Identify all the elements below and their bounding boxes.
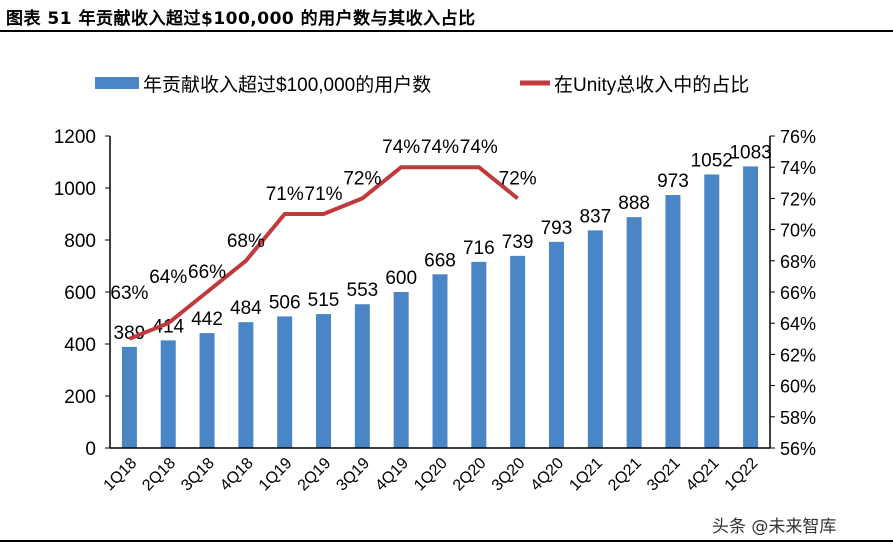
bar xyxy=(354,304,370,448)
y-left-tick-label: 0 xyxy=(85,439,96,460)
x-tick-label: 3Q21 xyxy=(644,455,684,495)
y-right-tick-label: 76% xyxy=(780,127,816,147)
bar-label: 414 xyxy=(152,316,184,337)
line-label: 71% xyxy=(305,184,343,205)
x-tick-label: 1Q22 xyxy=(722,455,762,495)
bar xyxy=(316,314,332,448)
line-label: 74% xyxy=(460,137,498,158)
y-right-tick-label: 68% xyxy=(780,252,816,272)
bar xyxy=(160,340,176,448)
x-tick-label: 3Q20 xyxy=(489,455,529,495)
x-tick-label: 4Q19 xyxy=(372,455,412,495)
y-left-tick-label: 400 xyxy=(64,335,96,356)
bar-label: 1052 xyxy=(691,150,733,171)
x-tick-label: 4Q20 xyxy=(528,455,568,495)
bar-label: 442 xyxy=(191,309,223,330)
bottom-divider xyxy=(0,540,893,542)
bar-label: 515 xyxy=(308,290,340,311)
bar-label: 668 xyxy=(424,250,456,271)
bar xyxy=(277,316,293,448)
y-right-tick-label: 56% xyxy=(780,439,816,459)
y-right-tick-label: 58% xyxy=(780,408,816,428)
x-tick-label: 2Q18 xyxy=(139,455,179,495)
bar-label: 888 xyxy=(618,193,650,214)
line-label: 64% xyxy=(149,267,187,288)
bar xyxy=(510,255,526,448)
bar-label: 600 xyxy=(385,268,417,289)
line-label: 71% xyxy=(266,184,304,205)
bar xyxy=(587,230,603,448)
bar-label: 973 xyxy=(657,171,689,192)
legend-label-bar: 年贡献收入超过$100,000的用户数 xyxy=(143,74,431,96)
y-left-tick-label: 1000 xyxy=(54,179,96,200)
figure-title: 图表 51 年贡献收入超过$100,000 的用户数与其收入占比 xyxy=(6,9,476,29)
legend-label-line: 在Unity总收入中的占比 xyxy=(554,74,749,96)
y-left-tick-label: 1200 xyxy=(54,127,96,148)
x-tick-label: 1Q18 xyxy=(101,455,141,495)
bar xyxy=(238,322,254,448)
bar-label: 793 xyxy=(541,218,573,239)
bar-label: 506 xyxy=(269,292,301,313)
bar-label: 389 xyxy=(114,323,146,344)
bar xyxy=(199,333,215,448)
x-tick-label: 4Q18 xyxy=(217,455,257,495)
line-label: 72% xyxy=(499,168,537,189)
bar-label: 716 xyxy=(463,238,495,259)
x-tick-label: 2Q19 xyxy=(295,455,335,495)
line-label: 66% xyxy=(188,262,226,283)
bar xyxy=(704,174,720,449)
x-tick-label: 3Q19 xyxy=(333,455,373,495)
x-tick-label: 3Q18 xyxy=(178,455,218,495)
watermark: 头条 @未来智库 xyxy=(712,517,837,537)
x-tick-label: 2Q20 xyxy=(450,455,490,495)
legend-swatch-bar xyxy=(95,77,139,89)
x-tick-label: 1Q21 xyxy=(566,455,606,495)
bar-label: 837 xyxy=(579,206,611,227)
bar xyxy=(548,241,564,448)
bar-label: 1083 xyxy=(729,142,771,163)
line-label: 63% xyxy=(110,283,148,304)
y-right-tick-label: 64% xyxy=(780,314,816,334)
line-label: 68% xyxy=(227,231,265,252)
title-divider xyxy=(0,30,893,32)
bar xyxy=(743,166,759,449)
x-tick-label: 1Q19 xyxy=(256,455,296,495)
line-label: 72% xyxy=(343,168,381,189)
y-right-tick-label: 62% xyxy=(780,345,816,365)
y-right-tick-label: 60% xyxy=(780,377,816,397)
y-left-tick-label: 800 xyxy=(64,231,96,252)
x-tick-label: 2Q21 xyxy=(605,455,645,495)
bar-label: 553 xyxy=(347,280,379,301)
x-tick-label: 1Q20 xyxy=(411,455,451,495)
bar xyxy=(665,195,681,448)
y-right-tick-label: 70% xyxy=(780,221,816,241)
line-label: 74% xyxy=(382,137,420,158)
y-left-tick-label: 600 xyxy=(64,283,96,304)
bar xyxy=(432,274,448,448)
bar xyxy=(626,217,642,448)
bar xyxy=(121,346,137,448)
bar xyxy=(471,261,487,448)
y-right-tick-label: 74% xyxy=(780,158,816,178)
y-right-tick-label: 72% xyxy=(780,189,816,209)
bar-label: 739 xyxy=(502,232,534,253)
bar xyxy=(393,292,409,448)
line-label: 74% xyxy=(421,137,459,158)
bar-label: 484 xyxy=(230,298,262,319)
y-left-tick-label: 200 xyxy=(64,387,96,408)
y-right-tick-label: 66% xyxy=(780,283,816,303)
x-tick-label: 4Q21 xyxy=(683,455,723,495)
